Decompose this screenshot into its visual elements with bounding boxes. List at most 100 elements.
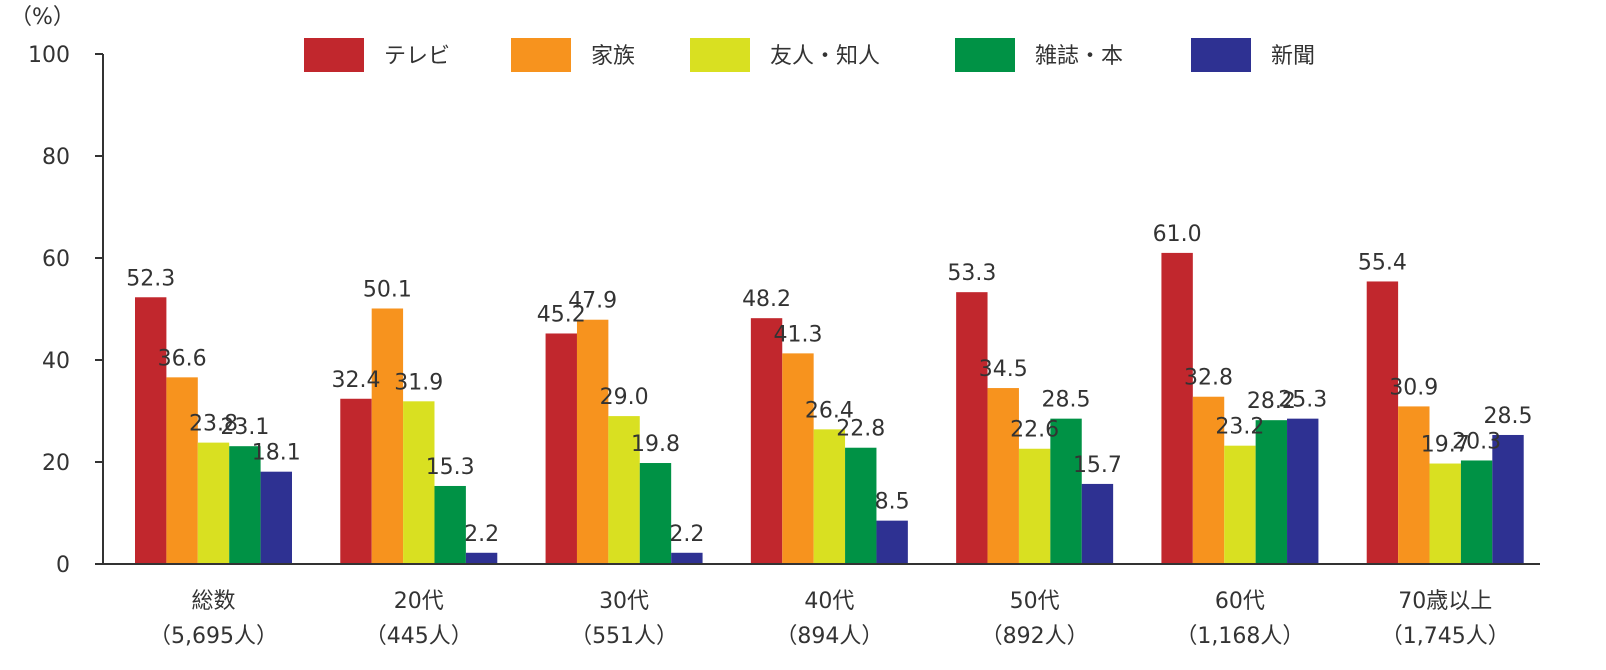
legend-swatch	[304, 38, 364, 72]
x-category-count-label: （5,695人）	[149, 624, 278, 649]
bar-新聞-20代	[465, 552, 498, 564]
bar-家族-40代	[782, 353, 814, 564]
legend: テレビ 家族 友人・知人 雑誌・本 新聞	[304, 38, 1315, 72]
bar-雑誌・本-総数	[229, 446, 261, 564]
bar-テレビ-60代	[1161, 252, 1193, 564]
x-category-label: 50代	[1010, 589, 1060, 614]
x-category-count-label: （1,745人）	[1381, 624, 1510, 649]
bar-新聞-40代	[876, 520, 908, 564]
value-label: 26.4	[805, 398, 854, 423]
bar-新聞-60代	[1287, 418, 1319, 564]
value-label: 53.3	[947, 261, 996, 286]
bar-雑誌・本-20代	[434, 485, 466, 564]
x-category-label: 60代	[1215, 589, 1265, 614]
bar-友人・知人-総数	[197, 442, 230, 564]
y-tick-label: 20	[42, 451, 70, 476]
legend-swatch	[955, 38, 1015, 72]
bar-雑誌・本-50代	[1050, 418, 1082, 564]
bar-友人・知人-70歳以上	[1429, 463, 1461, 564]
x-category-label: 70歳以上	[1398, 589, 1492, 614]
x-category-label: 40代	[804, 589, 854, 614]
bar-友人・知人-60代	[1224, 445, 1256, 564]
legend-label: テレビ	[384, 44, 450, 69]
bar-テレビ-20代	[340, 398, 372, 564]
legend-label: 新聞	[1271, 44, 1315, 69]
value-label: 22.6	[1010, 418, 1059, 443]
bar-新聞-30代	[671, 552, 703, 564]
value-label: 8.5	[875, 490, 910, 515]
x-category-label: 30代	[599, 589, 649, 614]
y-axis: 0 20 40 60 80 100	[28, 43, 104, 578]
bar-新聞-50代	[1081, 483, 1114, 564]
y-tick-label: 60	[42, 247, 70, 272]
value-label: 23.8	[189, 412, 238, 437]
y-tick-label: 0	[56, 553, 70, 578]
value-label: 41.3	[773, 322, 822, 347]
value-label: 19.7	[1421, 433, 1470, 458]
value-label: 50.1	[363, 277, 412, 302]
value-label: 52.3	[126, 266, 175, 291]
bar-友人・知人-50代	[1018, 448, 1051, 564]
value-label: 29.0	[600, 385, 649, 410]
legend-swatch	[511, 38, 571, 72]
x-category-label: 総数	[191, 589, 235, 614]
bar-友人・知人-30代	[608, 416, 640, 564]
x-category-count-label: （894人）	[775, 624, 883, 649]
bar-友人・知人-40代	[813, 429, 846, 564]
legend-swatch	[1191, 38, 1251, 72]
bar-家族-30代	[576, 319, 609, 564]
bar-雑誌・本-60代	[1255, 420, 1288, 564]
bar-雑誌・本-40代	[845, 447, 877, 564]
bar-雑誌・本-30代	[639, 463, 672, 564]
bar-家族-総数	[166, 377, 198, 564]
value-label: 47.9	[568, 289, 617, 314]
value-label: 23.1	[220, 415, 269, 440]
value-label: 45.2	[537, 302, 586, 327]
x-category-count-label: （551人）	[570, 624, 678, 649]
bar-テレビ-70歳以上	[1366, 281, 1399, 564]
bar-家族-70歳以上	[1398, 406, 1430, 564]
value-label: 31.9	[394, 370, 443, 395]
x-axis: 総数 （5,695人） 20代 （445人） 30代 （551人） 40代 （894人） 50代…	[103, 563, 1540, 649]
y-axis-unit-label: （%）	[10, 5, 75, 30]
value-label: 2.2	[464, 522, 499, 547]
value-label: 48.2	[742, 287, 791, 312]
bar-新聞-70歳以上	[1492, 434, 1524, 564]
value-label: 19.8	[631, 432, 680, 457]
value-label: 28.5	[1042, 388, 1091, 413]
bar-テレビ-30代	[545, 333, 577, 564]
value-label: 32.4	[331, 368, 380, 393]
value-label: 36.6	[158, 346, 207, 371]
bar-家族-60代	[1192, 396, 1225, 564]
value-label: 34.5	[979, 357, 1028, 382]
bar-テレビ-40代	[750, 318, 783, 564]
value-label: 61.0	[1153, 222, 1202, 247]
value-label: 20.3	[1452, 429, 1501, 454]
value-labels: 52.3 36.6 23.823.118.1 32.4 50.1 31.9 15.3 2.2 4…	[126, 222, 1532, 547]
y-tick-label: 80	[42, 145, 70, 170]
legend-label: 雑誌・本	[1035, 44, 1123, 69]
x-category-count-label: （892人）	[981, 624, 1089, 649]
x-category-count-label: （445人）	[365, 624, 473, 649]
legend-label: 友人・知人	[770, 44, 880, 69]
value-label: 22.8	[836, 417, 885, 442]
bar-テレビ-50代	[956, 292, 988, 564]
value-label: 28.2	[1247, 389, 1296, 414]
bars	[135, 252, 1524, 564]
value-label: 2.2	[669, 522, 704, 547]
value-label: 55.4	[1358, 250, 1407, 275]
value-label: 30.9	[1389, 375, 1438, 400]
value-label: 15.3	[426, 455, 475, 480]
bar-雑誌・本-70歳以上	[1460, 460, 1493, 564]
bar-家族-50代	[987, 388, 1019, 564]
value-label: 18.1	[252, 441, 301, 466]
value-label: 32.8	[1184, 366, 1233, 391]
legend-label: 家族	[591, 44, 635, 69]
x-category-count-label: （1,168人）	[1175, 624, 1304, 649]
legend-swatch	[690, 38, 750, 72]
x-category-label: 20代	[394, 589, 444, 614]
bar-新聞-総数	[260, 471, 292, 564]
bar-家族-20代	[371, 308, 404, 564]
bar-テレビ-総数	[135, 297, 167, 564]
